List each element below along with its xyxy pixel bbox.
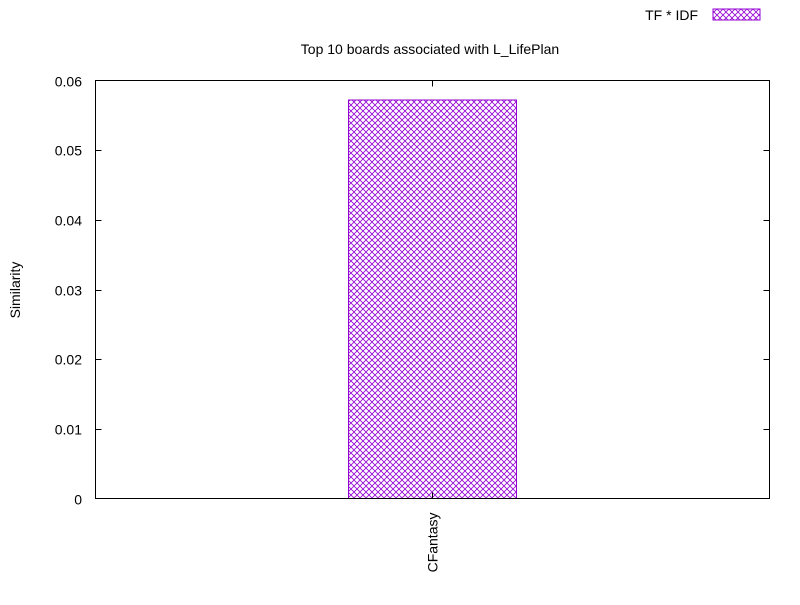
x-tick-label: CFantasy [425,513,441,573]
chart-title: Top 10 boards associated with L_LifePlan [301,41,559,57]
y-tick-label: 0.04 [55,213,82,229]
y-tick-label: 0 [74,492,82,508]
y-tick-label: 0.02 [55,352,82,368]
legend: TF * IDF [645,7,761,23]
x-axis-ticks: CFantasy [425,80,441,573]
bars [348,99,517,500]
y-tick-label: 0.05 [55,143,82,159]
y-axis-ticks: 0 0.01 0.02 0.03 0.04 0.05 0.06 [55,74,770,508]
bar [348,99,517,500]
y-tick-label: 0.06 [55,74,82,90]
y-axis-label: Similarity [7,262,23,319]
legend-swatch [712,8,761,21]
y-tick-label: 0.03 [55,283,82,299]
legend-label: TF * IDF [645,7,698,23]
y-tick-label: 0.01 [55,422,82,438]
plot-frame [95,80,770,499]
